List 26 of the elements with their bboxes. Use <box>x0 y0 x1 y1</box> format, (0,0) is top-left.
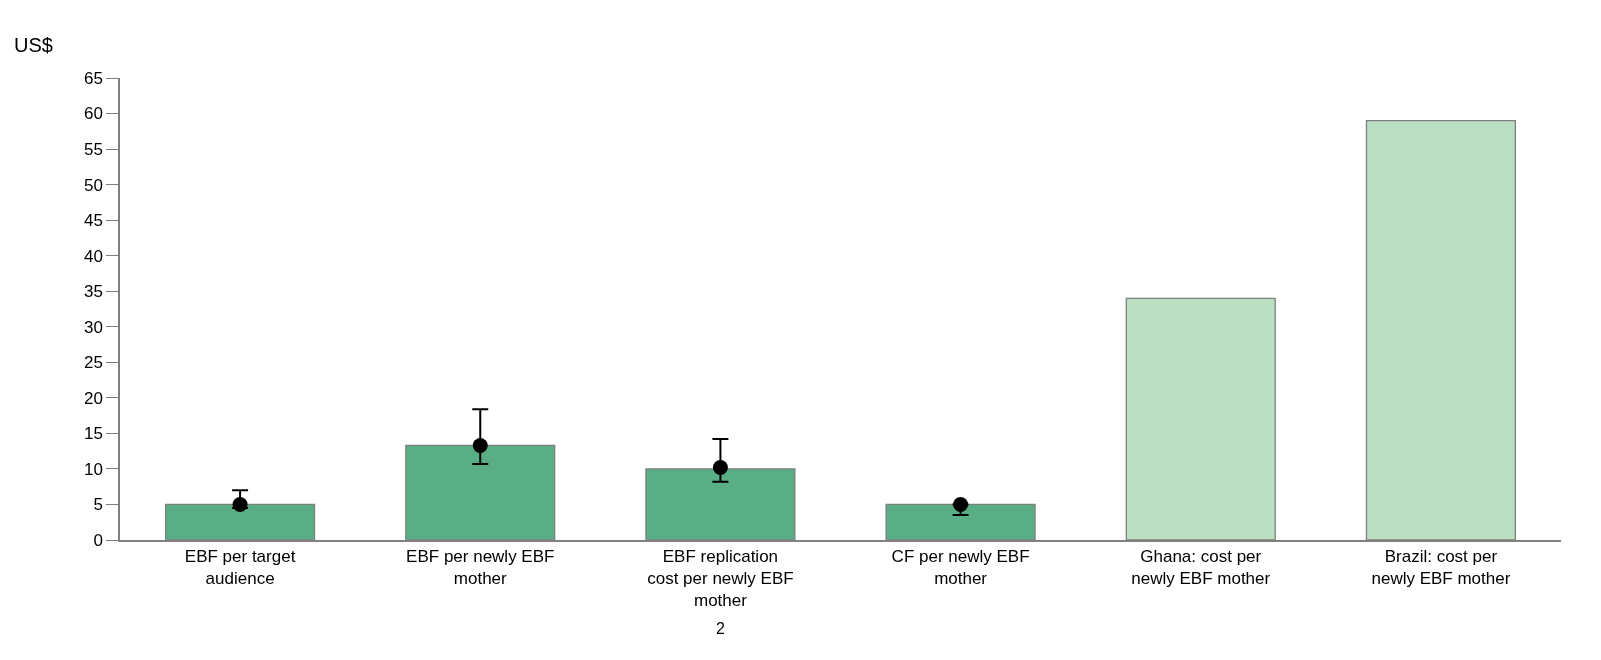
x-tick-label: Ghana: cost per newly EBF mother <box>1131 547 1271 589</box>
y-tick-label: 30 <box>83 317 103 337</box>
y-tick-label: 0 <box>93 530 103 550</box>
point <box>712 460 728 475</box>
point <box>953 496 969 512</box>
y-tick-label: 25 <box>83 353 103 373</box>
y-tick-label: 20 <box>83 388 103 408</box>
x-tick-label: EBF per newly EBF mother <box>406 547 555 589</box>
y-tick-label: 50 <box>83 175 103 195</box>
x-tick-label: Brazil: cost per newly EBF mother <box>1371 547 1511 589</box>
point <box>472 437 488 453</box>
y-tick-label: 65 <box>83 68 103 88</box>
y-tick-label: 45 <box>83 211 103 231</box>
y-axis-title: US$ <box>14 34 53 56</box>
point <box>232 496 248 512</box>
y-tick-label: 10 <box>83 459 103 479</box>
x-tick-label: EBF per target audience <box>184 547 296 589</box>
y-tick-label: 60 <box>83 104 103 124</box>
y-tick-label: 5 <box>93 495 103 515</box>
x-tick-label: EBF replication cost per newly EBF mother <box>647 547 794 611</box>
y-tick-label: 55 <box>83 140 103 160</box>
text: 2 <box>716 620 725 637</box>
x-tick-label: CF per newly EBF mother <box>891 547 1030 589</box>
y-tick-label: 35 <box>83 282 103 302</box>
y-tick-label: 40 <box>83 246 103 266</box>
y-tick-label: 15 <box>83 424 103 444</box>
